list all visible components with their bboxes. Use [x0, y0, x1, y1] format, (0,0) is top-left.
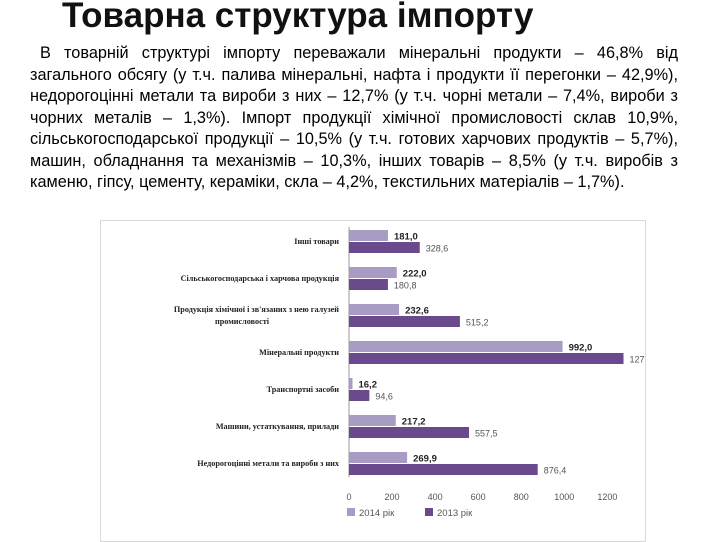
category-label: Недорогоцінні метали та вироби з них — [197, 459, 340, 468]
legend-label-2013: 2013 рік — [437, 508, 473, 519]
category-label: Машини, устаткування, прилади — [216, 422, 339, 431]
import-structure-chart: Інші товари Сільськогосподарська і харчов… — [100, 220, 646, 542]
value-label-2013: 1275,0 — [630, 355, 645, 365]
value-label-2013: 94,6 — [375, 392, 393, 402]
x-tick-label: 600 — [471, 492, 486, 502]
x-tick-label: 200 — [385, 492, 400, 502]
category-label: Транспортні засоби — [267, 385, 340, 394]
x-tick-label: 1200 — [597, 492, 617, 502]
value-label-2013: 557,5 — [475, 429, 498, 439]
category-label: Продукція хімічної і зв'язаних з нею гал… — [174, 305, 339, 326]
bar-2013 — [349, 427, 470, 438]
value-label-2014: 992,0 — [569, 343, 593, 354]
bar-2014 — [349, 267, 397, 278]
bar-2014 — [349, 304, 400, 315]
bar-2013 — [349, 464, 538, 475]
value-label-2013: 180,8 — [394, 281, 417, 291]
value-label-2014: 181,0 — [394, 232, 418, 243]
bar-2014 — [349, 230, 388, 241]
page-title: Товарна структура імпорту — [62, 0, 534, 35]
legend-swatch-2013 — [425, 508, 433, 516]
value-label-2014: 16,2 — [358, 380, 377, 391]
value-label-2014: 222,0 — [403, 269, 427, 280]
value-label-2013: 328,6 — [426, 244, 449, 254]
category-label: Сільськогосподарська і харчова продукція — [181, 274, 340, 283]
value-label-2014: 232,6 — [405, 306, 429, 317]
bar-2013 — [349, 316, 460, 327]
value-label-2014: 217,2 — [402, 417, 426, 428]
value-label-2013: 515,2 — [466, 318, 489, 328]
chart-svg: Інші товари Сільськогосподарська і харчов… — [174, 227, 645, 519]
x-tick-label: 0 — [346, 492, 351, 502]
legend-swatch-2014 — [347, 508, 355, 516]
category-label: Інші товари — [294, 237, 339, 246]
body-paragraph: В товарній структурі імпорту переважали … — [30, 44, 678, 191]
x-tick-label: 400 — [428, 492, 443, 502]
bar-2014 — [349, 415, 396, 426]
bar-2014 — [349, 378, 353, 389]
bar-2013 — [349, 279, 388, 290]
bar-2013 — [349, 353, 624, 364]
x-tick-label: 800 — [514, 492, 529, 502]
bar-2014 — [349, 341, 563, 352]
bar-2013 — [349, 242, 420, 253]
value-label-2013: 876,4 — [544, 466, 567, 476]
category-label: Мінеральні продукти — [259, 348, 339, 357]
bar-2013 — [349, 390, 370, 401]
value-label-2014: 269,9 — [413, 454, 437, 465]
bar-2014 — [349, 452, 408, 463]
legend-label-2014: 2014 рік — [359, 508, 395, 519]
x-tick-label: 1000 — [554, 492, 574, 502]
